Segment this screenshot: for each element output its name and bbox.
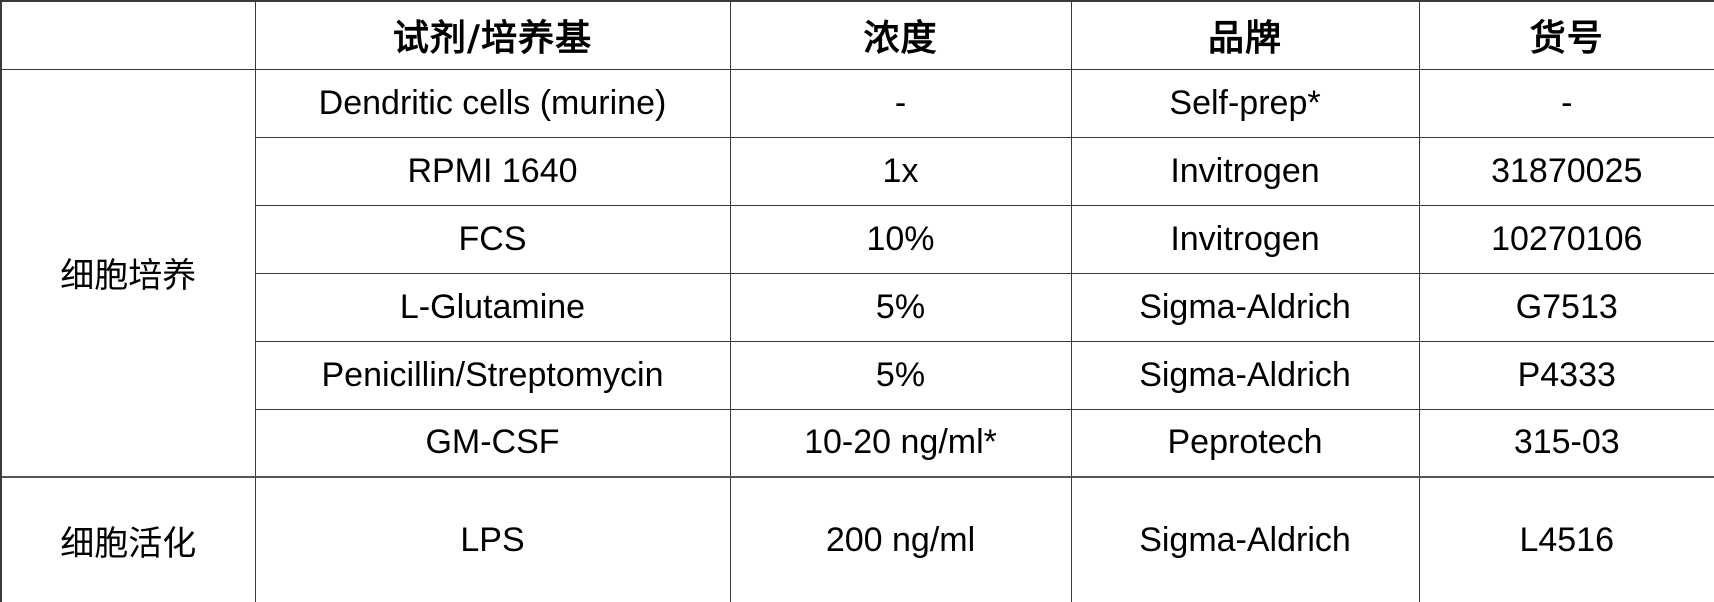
cell-brand: Sigma-Aldrich (1070, 476, 1420, 602)
cell-brand: Peprotech (1070, 408, 1420, 478)
table-row: L-Glutamine 5% Sigma-Aldrich G7513 (1, 272, 1714, 342)
table-row: GM-CSF 10-20 ng/ml* Peprotech 315-03 (1, 408, 1714, 478)
cell-reagent: FCS (254, 204, 731, 274)
header-cell-concentration: 浓度 (729, 0, 1072, 70)
cell-concentration: 5% (729, 340, 1072, 410)
cell-brand: Invitrogen (1070, 204, 1420, 274)
group-label-cell-cell-culture: 细胞培养 (0, 68, 256, 478)
cell-reagent: RPMI 1640 (254, 136, 731, 206)
header-cell-reagent: 试剂/培养基 (254, 0, 731, 70)
table-row: RPMI 1640 1x Invitrogen 31870025 (1, 136, 1714, 206)
cell-catalog: - (1418, 68, 1714, 138)
cell-reagent: GM-CSF (254, 408, 731, 478)
header-cell-brand: 品牌 (1070, 0, 1420, 70)
cell-brand: Invitrogen (1070, 136, 1420, 206)
cell-brand: Sigma-Aldrich (1070, 340, 1420, 410)
cell-catalog: 31870025 (1418, 136, 1714, 206)
cell-concentration: 5% (729, 272, 1072, 342)
cell-brand: Sigma-Aldrich (1070, 272, 1420, 342)
table-header-row: 试剂/培养基 浓度 品牌 货号 (0, 0, 1714, 70)
cell-brand: Self-prep* (1070, 68, 1420, 138)
cell-catalog: 10270106 (1418, 204, 1714, 274)
table-row: Penicillin/Streptomycin 5% Sigma-Aldrich… (1, 340, 1714, 410)
cell-reagent: Penicillin/Streptomycin (254, 340, 731, 410)
table-row: 细胞活化 LPS 200 ng/ml Sigma-Aldrich L4516 (0, 476, 1714, 602)
cell-concentration: 1x (729, 136, 1072, 206)
cell-concentration: 10-20 ng/ml* (729, 408, 1072, 478)
cell-catalog: G7513 (1418, 272, 1714, 342)
cell-concentration: 200 ng/ml (729, 476, 1072, 602)
table-row: 细胞培养 Dendritic cells (murine) - Self-pre… (0, 68, 1714, 478)
table-row: FCS 10% Invitrogen 10270106 (1, 204, 1714, 274)
cell-catalog: L4516 (1418, 476, 1714, 602)
cell-catalog: P4333 (1418, 340, 1714, 410)
cell-catalog: 315-03 (1418, 408, 1714, 478)
cell-concentration: - (729, 68, 1072, 138)
group-label-cell-cell-activation: 细胞活化 (0, 476, 256, 602)
header-cell-catalog: 货号 (1418, 0, 1714, 70)
header-cell-group (0, 0, 256, 70)
cell-concentration: 10% (729, 204, 1072, 274)
cell-reagent: L-Glutamine (254, 272, 731, 342)
cell-reagent: LPS (254, 476, 731, 602)
cell-reagent: Dendritic cells (murine) (254, 68, 731, 138)
